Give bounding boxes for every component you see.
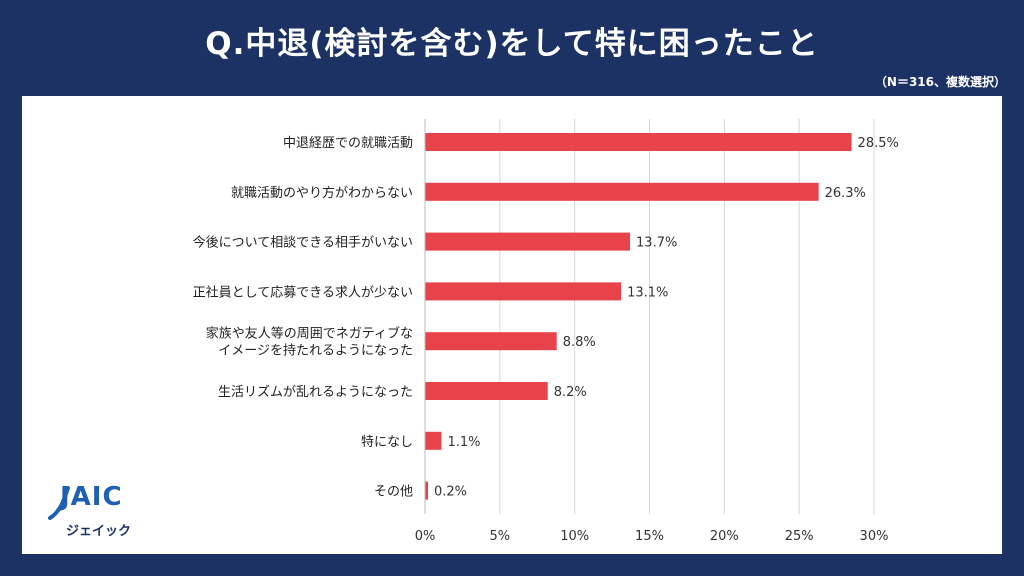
bar [425,182,819,201]
category-label: 就職活動のやり方がわからない [231,185,413,201]
category-label: 中退経歴での就職活動 [283,136,413,151]
category-label: 正社員として応募できる求人が少ない [193,284,413,300]
bar [425,232,631,251]
category-label: 特になし [361,435,413,450]
logo-swoosh-icon [48,486,70,520]
value-label: 13.1% [627,285,668,300]
bar [425,282,622,301]
bar [425,133,852,151]
logo-wordmark: JAIC [60,482,123,512]
jaic-logo: JAIC ジェイック [48,482,180,542]
chart-title: Q.中退(検討を含む)をして特に困ったこと [205,26,819,62]
bar [425,481,428,500]
x-tick-label: 25% [785,529,814,544]
x-tick-label: 20% [710,529,739,544]
category-label: 今後について相談できる相手がいない [193,235,413,251]
category-label: イメージを持たれるようになった [218,344,413,359]
value-label: 1.1% [447,435,480,450]
logo-subtitle: ジェイック [66,524,132,539]
chart-panel: 0% 5% 10% 15% 20% 25% 30% 28.5% 中退経歴での就職活動 26.3% 就… [22,96,1002,554]
category-label: 家族や友人等の周囲でネガティブな [206,326,413,342]
sample-note: （N＝316、複数選択） [874,75,1006,89]
x-tick-label: 30% [860,529,889,544]
bar [425,382,548,400]
bar-chart: 0% 5% 10% 15% 20% 25% 30% 28.5% 中退経歴での就職活動 26.3% 就… [193,119,899,544]
value-label: 8.8% [563,335,596,350]
x-tick-label: 0% [415,529,436,544]
x-tick-label: 5% [490,529,511,544]
value-label: 13.7% [636,236,677,251]
value-label: 8.2% [554,385,587,400]
category-label: その他 [374,485,413,500]
x-tick-label: 10% [560,529,589,544]
value-label: 0.2% [434,485,467,500]
bar [425,332,557,351]
value-label: 28.5% [858,136,899,151]
bar [425,431,442,450]
value-label: 26.3% [825,186,866,201]
category-label: 生活リズムが乱れるようになった [218,384,413,400]
x-tick-label: 15% [635,529,664,544]
